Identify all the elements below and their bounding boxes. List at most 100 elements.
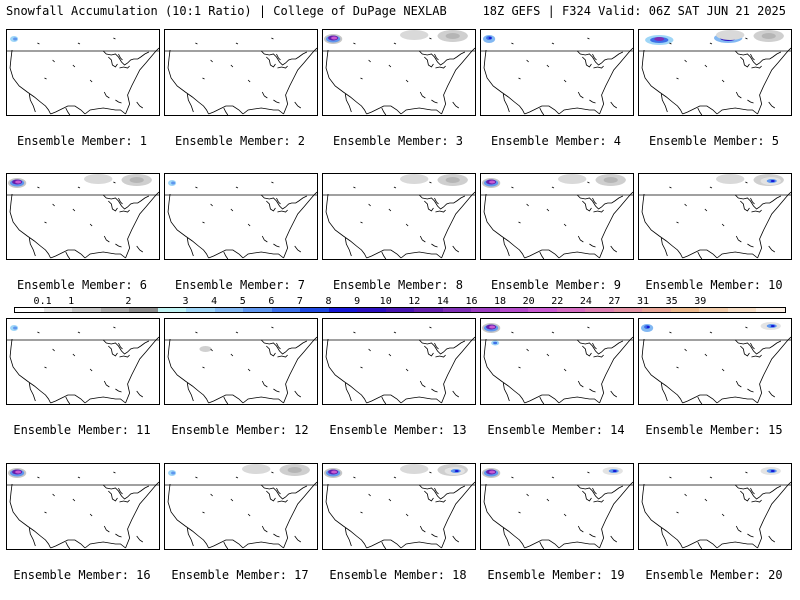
color-scale-swatch (499, 308, 529, 312)
ensemble-member-label: Ensemble Member: 20 (645, 568, 783, 582)
color-scale-tick-label: 8 (325, 296, 332, 307)
color-scale-swatch (300, 308, 329, 312)
ensemble-map-panel (6, 318, 160, 405)
map-outline (7, 37, 159, 115)
color-scale-tick-label: 35 (665, 296, 678, 307)
ensemble-member-label: Ensemble Member: 18 (329, 568, 467, 582)
map-outline (481, 181, 633, 259)
snowfall-shading (716, 174, 784, 186)
snowfall-shading (482, 323, 501, 346)
map-outline (481, 37, 633, 115)
ensemble-map-panel (164, 463, 318, 550)
map-outline (7, 471, 159, 549)
color-scale-tick-label: 10 (379, 296, 392, 307)
snowfall-shading (8, 468, 27, 478)
color-scale-tick-label: 27 (608, 296, 621, 307)
snowfall-shading (641, 322, 781, 332)
color-scale-swatch (585, 308, 614, 312)
map-outline (7, 181, 159, 259)
ensemble-map-panel (480, 318, 634, 405)
ensemble-map-panel (6, 29, 160, 116)
snowfall-shading (400, 174, 468, 186)
map-outline (323, 471, 475, 549)
color-scale-swatch (129, 308, 158, 312)
map-outline (165, 326, 317, 404)
color-scale-swatch (43, 308, 73, 312)
ensemble-member-label: Ensemble Member: 12 (171, 423, 309, 437)
color-scale-swatch (442, 308, 472, 312)
ensemble-member-label: Ensemble Member: 16 (13, 568, 151, 582)
color-scale-tick-label: 5 (239, 296, 246, 307)
color-scale-tick-label: 1 (68, 296, 75, 307)
map-outline (165, 181, 317, 259)
map-outline (481, 471, 633, 549)
color-scale-swatch (385, 308, 415, 312)
color-scale-swatch (100, 308, 130, 312)
north-america-map (639, 30, 791, 115)
ensemble-member-label: Ensemble Member: 19 (487, 568, 625, 582)
map-outline (165, 471, 317, 549)
north-america-map (165, 37, 317, 115)
ensemble-map-panel (638, 463, 792, 550)
color-scale-tick-label: 39 (694, 296, 707, 307)
north-america-map (323, 30, 475, 115)
color-scale-tick-label: 20 (522, 296, 535, 307)
color-scale-swatch (72, 308, 101, 312)
color-scale-tick-label: 22 (551, 296, 564, 307)
north-america-map (7, 468, 159, 549)
snowfall-shading (482, 467, 623, 478)
color-scale-swatch (670, 308, 700, 312)
ensemble-map-panel (638, 173, 792, 260)
north-america-map (165, 326, 317, 404)
ensemble-map-panel (322, 318, 476, 405)
snowfall-shading (760, 467, 781, 475)
color-scale-tick-label: 14 (436, 296, 449, 307)
ensemble-member-label: Ensemble Member: 14 (487, 423, 625, 437)
ensemble-member-label: Ensemble Member: 6 (16, 278, 148, 292)
ensemble-map-panel (322, 463, 476, 550)
color-scale-swatch (613, 308, 643, 312)
ensemble-map-panel (6, 463, 160, 550)
ensemble-map-panel (322, 29, 476, 116)
color-scale-swatch (15, 308, 44, 312)
color-scale-swatch (357, 308, 386, 312)
color-scale-swatch (642, 308, 671, 312)
ensemble-map-panel (638, 318, 792, 405)
snowfall-shading (10, 36, 19, 42)
north-america-map (639, 467, 791, 549)
ensemble-map-panel (480, 29, 634, 116)
snowfall-shading (199, 346, 212, 352)
ensemble-member-label: Ensemble Member: 9 (490, 278, 622, 292)
map-outline (481, 326, 633, 404)
color-scale-tick-label: 2 (125, 296, 132, 307)
ensemble-member-label: Ensemble Member: 2 (174, 134, 306, 148)
map-outline (639, 37, 791, 115)
color-scale-tick-label: 12 (408, 296, 421, 307)
color-scale-tick-label: 9 (354, 296, 361, 307)
ensemble-member-label: Ensemble Member: 15 (645, 423, 783, 437)
color-scale-tick-label: 4 (211, 296, 218, 307)
color-scale-tick-label: 3 (182, 296, 189, 307)
color-scale-swatch (414, 308, 443, 312)
ensemble-map-panel (6, 173, 160, 260)
snowfall-shading (168, 180, 177, 186)
color-scale-swatch (243, 308, 272, 312)
color-scale-swatch (328, 308, 358, 312)
north-america-map (7, 36, 159, 115)
map-outline (639, 471, 791, 549)
ensemble-member-label: Ensemble Member: 8 (332, 278, 464, 292)
color-scale-swatch (271, 308, 301, 312)
ensemble-map-panel (322, 173, 476, 260)
north-america-map (323, 464, 475, 549)
north-america-map (165, 464, 317, 549)
map-outline (7, 326, 159, 404)
north-america-map (7, 174, 159, 259)
ensemble-member-label: Ensemble Member: 4 (490, 134, 622, 148)
color-scale-bar (14, 307, 786, 313)
color-scale-tick-label: 7 (296, 296, 303, 307)
snowfall-shading (483, 35, 496, 43)
snowfall-shading (324, 464, 468, 478)
ensemble-member-label: Ensemble Member: 5 (648, 134, 780, 148)
ensemble-member-label: Ensemble Member: 11 (13, 423, 151, 437)
map-title: Snowfall Accumulation (10:1 Ratio) | Col… (6, 4, 447, 18)
